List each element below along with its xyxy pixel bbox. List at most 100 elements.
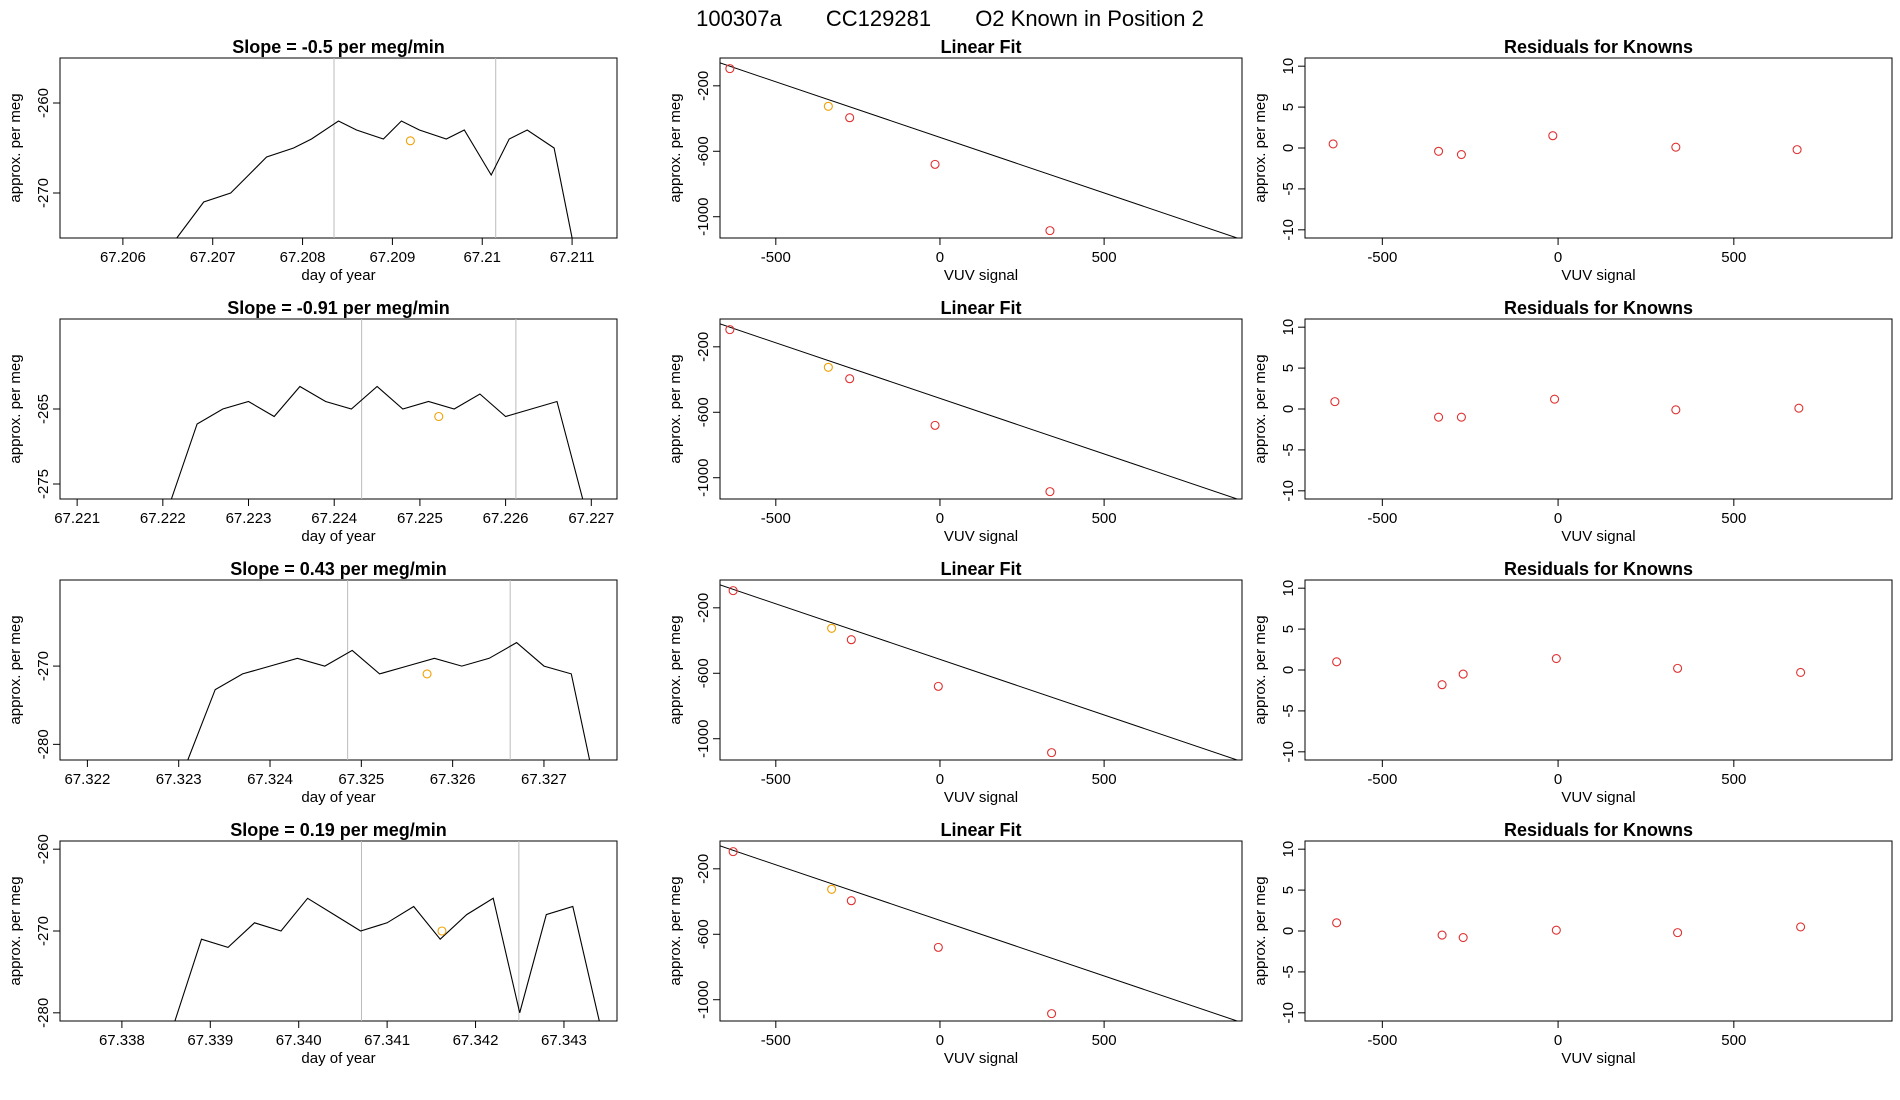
x-tick-label: 500: [1721, 249, 1746, 266]
x-tick-label: 0: [1554, 771, 1562, 788]
plot-frame: [719, 318, 1243, 500]
y-tick-label: 5: [1280, 364, 1297, 372]
x-tick-label: 67.338: [99, 1032, 145, 1049]
y-tick-label: -600: [695, 658, 712, 688]
highlight-point: [434, 411, 444, 422]
x-axis-label: day of year: [301, 528, 375, 545]
y-axis: -200 -600 -1000: [695, 71, 720, 236]
y-tick-label: -200: [695, 854, 712, 884]
x-tick-label: 0: [1554, 510, 1562, 527]
x-tick-label: 0: [1554, 1032, 1562, 1049]
y-tick-label: -275: [35, 469, 52, 499]
y-axis: 10 5 0 -5 -10: [1280, 580, 1305, 763]
highlight-point: [827, 623, 837, 633]
y-axis: -260 -270 -280: [35, 834, 60, 1028]
y-axis-label: approx. per meg: [7, 354, 24, 463]
data-point: [725, 64, 735, 74]
y-axis-label: approx. per meg: [1252, 354, 1269, 463]
panel-11: Residuals for Knowns -500 0 500 VUV signal 10…: [1252, 820, 1893, 1067]
data-point: [846, 896, 856, 906]
data-point: [1673, 928, 1683, 938]
y-axis-label: approx. per meg: [667, 615, 684, 724]
x-axis-label: VUV signal: [1561, 528, 1635, 545]
y-axis-label: approx. per meg: [667, 93, 684, 202]
panel-title: Slope = -0.91 per meg/min: [227, 298, 450, 318]
y-tick-label: -200: [695, 71, 712, 101]
plot-area: [720, 62, 1239, 238]
y-axis: 10 5 0 -5 -10: [1280, 319, 1305, 502]
y-axis-label: approx. per meg: [7, 93, 24, 202]
data-point: [1437, 930, 1447, 940]
panel-0: Slope = -0.5 per meg/min 67.206 67.207 67.2…: [7, 37, 618, 284]
data-point: [1332, 918, 1342, 928]
x-tick-label: 67.343: [541, 1032, 587, 1049]
x-tick-label: 67.324: [247, 771, 293, 788]
x-axis-label: VUV signal: [1561, 789, 1635, 806]
highlight-point: [823, 362, 833, 372]
panel-title: Slope = -0.5 per meg/min: [232, 37, 445, 57]
plot-frame: [719, 579, 1243, 761]
data-point: [1548, 131, 1558, 141]
data-point: [1671, 142, 1681, 152]
data-point: [1328, 139, 1338, 149]
data-point: [1456, 149, 1466, 160]
x-tick-label: -500: [1367, 510, 1397, 527]
data-point: [845, 374, 855, 384]
y-axis-label: approx. per meg: [667, 876, 684, 985]
data-point: [1673, 663, 1683, 673]
y-tick-label: 10: [1280, 580, 1297, 597]
y-tick-label: -270: [35, 651, 52, 681]
fit-line: [720, 845, 1239, 1021]
y-tick-label: -1000: [695, 720, 712, 758]
x-tick-label: -500: [1367, 1032, 1397, 1049]
panel-title: Slope = 0.43 per meg/min: [230, 559, 447, 579]
plot-frame: [719, 840, 1243, 1022]
plot-area: [174, 841, 600, 1021]
x-tick-label: 67.342: [453, 1032, 499, 1049]
data-point: [1045, 487, 1055, 497]
x-tick-label: 67.223: [226, 510, 272, 527]
x-tick-label: 67.323: [156, 771, 202, 788]
x-tick-label: 0: [936, 510, 944, 527]
data-point: [1671, 405, 1681, 415]
x-axis: 67.338 67.339 67.340 67.341 67.342 67.343: [99, 1021, 587, 1049]
x-tick-label: 67.325: [338, 771, 384, 788]
highlight-point: [422, 669, 432, 679]
data-point: [1047, 1009, 1057, 1019]
x-tick-label: 0: [1554, 249, 1562, 266]
data-point: [1330, 397, 1340, 407]
x-tick-label: 67.21: [463, 249, 501, 266]
y-axis: -265 -275: [35, 394, 60, 499]
highlight-point: [827, 884, 837, 894]
panel-8: Residuals for Knowns -500 0 500 VUV signal 10…: [1252, 37, 1893, 284]
plot-area: [720, 845, 1239, 1084]
y-tick-label: 5: [1280, 625, 1297, 633]
x-axis-label: day of year: [301, 789, 375, 806]
y-axis: 10 5 0 -5 -10: [1280, 841, 1305, 1024]
y-tick-label: -10: [1280, 219, 1297, 241]
y-tick-label: 0: [1280, 927, 1297, 935]
data-point: [728, 847, 738, 857]
panel-6: Linear Fit -500 0 500 VUV signal -200 -600 -100…: [667, 559, 1243, 806]
tank-id: CC129281: [826, 6, 931, 31]
x-tick-label: 67.221: [54, 510, 100, 527]
data-point: [1434, 146, 1444, 156]
plot-area: [1332, 918, 1806, 943]
x-axis: 67.206 67.207 67.208 67.209 67.21 67.211: [100, 238, 594, 266]
plot-area: [176, 58, 573, 238]
data-point: [1162, 1076, 1170, 1084]
data-point: [1434, 412, 1444, 422]
y-tick-label: 10: [1280, 841, 1297, 858]
data-point: [1332, 657, 1342, 667]
plot-area: [1332, 653, 1806, 690]
highlight-point: [405, 136, 415, 146]
y-axis: -200 -600 -1000: [695, 854, 720, 1019]
x-tick-label: -500: [761, 249, 791, 266]
trace-line: [187, 641, 591, 760]
data-point: [1796, 667, 1806, 678]
plot-area: [170, 319, 584, 499]
x-axis-label: VUV signal: [944, 1050, 1018, 1067]
plot-area: [1328, 131, 1802, 160]
